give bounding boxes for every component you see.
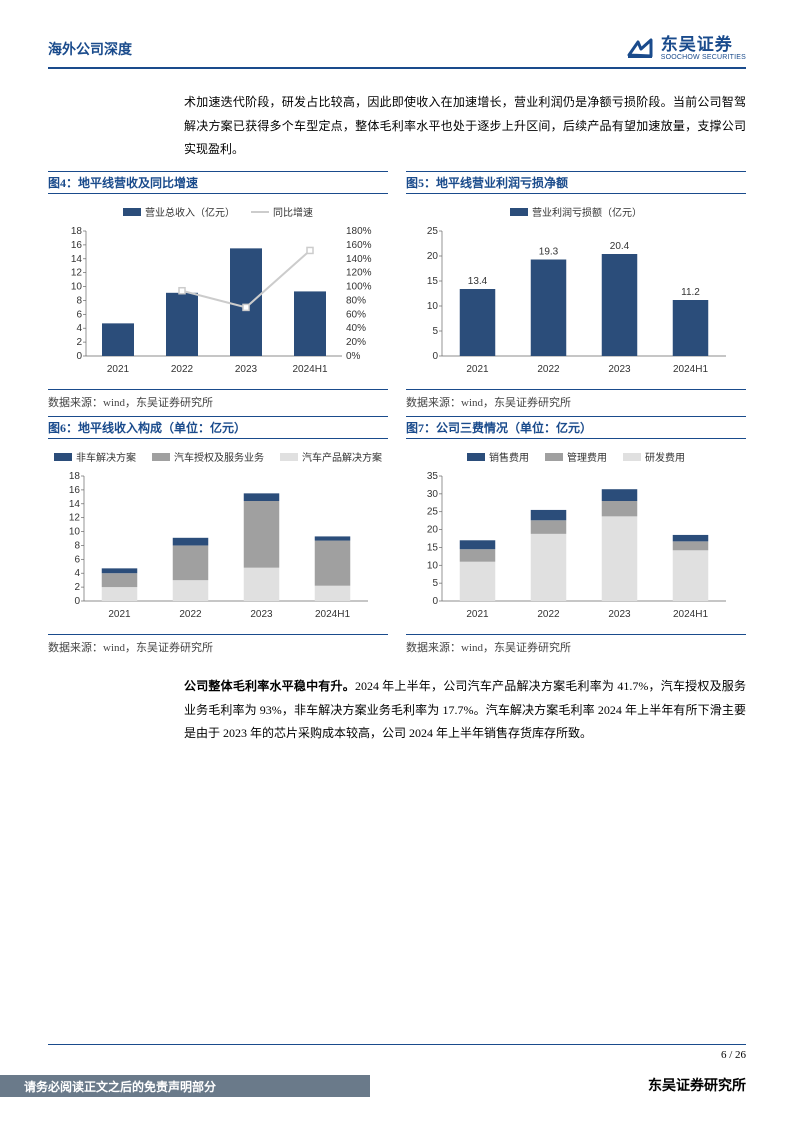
brand-logo: 东吴证券 SOOCHOW SECURITIES [625, 36, 746, 61]
svg-text:120%: 120% [346, 268, 372, 279]
svg-text:13.4: 13.4 [468, 276, 488, 287]
svg-text:0: 0 [432, 351, 438, 362]
svg-text:2022: 2022 [179, 609, 202, 620]
svg-text:8: 8 [74, 541, 80, 552]
chart6: 非车解决方案汽车授权及服务业务汽车产品解决方案 0246810121416182… [48, 443, 388, 628]
svg-text:11.2: 11.2 [681, 287, 700, 298]
svg-text:80%: 80% [346, 296, 366, 307]
svg-text:2021: 2021 [107, 364, 130, 375]
svg-text:4: 4 [76, 324, 82, 335]
chart4-title: 图4：地平线营收及同比增速 [48, 171, 388, 194]
svg-text:18: 18 [71, 226, 83, 237]
svg-text:2023: 2023 [608, 609, 631, 620]
svg-text:2023: 2023 [250, 609, 273, 620]
chart6-source: 数据来源：wind，东吴证券研究所 [48, 634, 388, 659]
svg-text:19.3: 19.3 [539, 247, 559, 258]
svg-text:60%: 60% [346, 310, 366, 321]
svg-text:160%: 160% [346, 240, 372, 251]
svg-text:20%: 20% [346, 337, 366, 348]
svg-text:0: 0 [74, 596, 80, 607]
svg-text:15: 15 [427, 276, 439, 287]
footer-disclaimer: 请务必阅读正文之后的免责声明部分 [0, 1075, 370, 1097]
svg-text:6: 6 [76, 310, 82, 321]
svg-text:2: 2 [74, 582, 80, 593]
svg-text:18: 18 [69, 471, 81, 482]
svg-text:16: 16 [71, 240, 83, 251]
svg-text:5: 5 [432, 579, 438, 590]
svg-text:2024H1: 2024H1 [315, 609, 350, 620]
svg-text:6: 6 [74, 555, 80, 566]
svg-text:15: 15 [427, 543, 439, 554]
page-number: 6 / 26 [48, 1044, 746, 1061]
charts-row-1: 图4：地平线营收及同比增速 营业总收入（亿元） 同比增速 02468101214… [48, 171, 746, 416]
svg-text:4: 4 [74, 569, 80, 580]
svg-text:14: 14 [71, 254, 83, 265]
logo-en: SOOCHOW SECURITIES [661, 54, 746, 61]
svg-text:2024H1: 2024H1 [292, 364, 327, 375]
chart5-title: 图5：地平线营业利润亏损净额 [406, 171, 746, 194]
logo-cn: 东吴证券 [661, 36, 746, 54]
svg-text:2023: 2023 [235, 364, 258, 375]
svg-text:2021: 2021 [108, 609, 131, 620]
svg-text:10: 10 [427, 301, 439, 312]
svg-text:180%: 180% [346, 226, 372, 237]
svg-text:30: 30 [427, 489, 439, 500]
svg-text:8: 8 [76, 296, 82, 307]
footer-firm: 东吴证券研究所 [648, 1075, 746, 1095]
svg-text:25: 25 [427, 226, 439, 237]
svg-text:16: 16 [69, 485, 81, 496]
svg-text:40%: 40% [346, 324, 366, 335]
svg-text:2021: 2021 [466, 609, 489, 620]
chart5-source: 数据来源：wind，东吴证券研究所 [406, 389, 746, 414]
svg-text:25: 25 [427, 507, 439, 518]
svg-text:20: 20 [427, 525, 439, 536]
svg-text:5: 5 [432, 326, 438, 337]
svg-text:10: 10 [71, 282, 83, 293]
chart4-source: 数据来源：wind，东吴证券研究所 [48, 389, 388, 414]
logo-icon [625, 38, 655, 60]
page-header: 海外公司深度 东吴证券 SOOCHOW SECURITIES [48, 36, 746, 69]
svg-text:20.4: 20.4 [610, 241, 630, 252]
svg-text:2023: 2023 [608, 364, 631, 375]
charts-row-2: 图6：地平线收入构成（单位：亿元） 非车解决方案汽车授权及服务业务汽车产品解决方… [48, 416, 746, 661]
svg-text:0: 0 [76, 351, 82, 362]
svg-text:12: 12 [71, 268, 83, 279]
svg-text:2022: 2022 [171, 364, 194, 375]
svg-text:12: 12 [69, 513, 81, 524]
svg-text:20: 20 [427, 251, 439, 262]
svg-text:2024H1: 2024H1 [673, 609, 708, 620]
svg-text:2: 2 [76, 337, 82, 348]
svg-text:10: 10 [427, 561, 439, 572]
paragraph-2: 公司整体毛利率水平稳中有升。2024 年上半年，公司汽车产品解决方案毛利率为 4… [48, 675, 746, 745]
svg-text:100%: 100% [346, 282, 372, 293]
chart7-source: 数据来源：wind，东吴证券研究所 [406, 634, 746, 659]
svg-text:140%: 140% [346, 254, 372, 265]
svg-text:0: 0 [432, 596, 438, 607]
para2-bold: 公司整体毛利率水平稳中有升。 [184, 679, 355, 693]
svg-text:10: 10 [69, 527, 81, 538]
svg-text:14: 14 [69, 499, 81, 510]
chart6-title: 图6：地平线收入构成（单位：亿元） [48, 416, 388, 439]
svg-text:0%: 0% [346, 351, 361, 362]
chart7-title: 图7：公司三费情况（单位：亿元） [406, 416, 746, 439]
svg-text:2022: 2022 [537, 364, 560, 375]
svg-text:35: 35 [427, 471, 439, 482]
svg-text:2021: 2021 [466, 364, 489, 375]
chart5: 营业利润亏损额（亿元） 051015202513.4202119.3202220… [406, 198, 746, 383]
header-title: 海外公司深度 [48, 39, 132, 59]
chart7: 销售费用管理费用研发费用 051015202530352021202220232… [406, 443, 746, 628]
svg-text:2024H1: 2024H1 [673, 364, 708, 375]
chart4: 营业总收入（亿元） 同比增速 0246810121416180%20%40%60… [48, 198, 388, 383]
svg-text:2022: 2022 [537, 609, 560, 620]
paragraph-1: 术加速迭代阶段，研发占比较高，因此即使收入在加速增长，营业利润仍是净额亏损阶段。… [48, 91, 746, 161]
